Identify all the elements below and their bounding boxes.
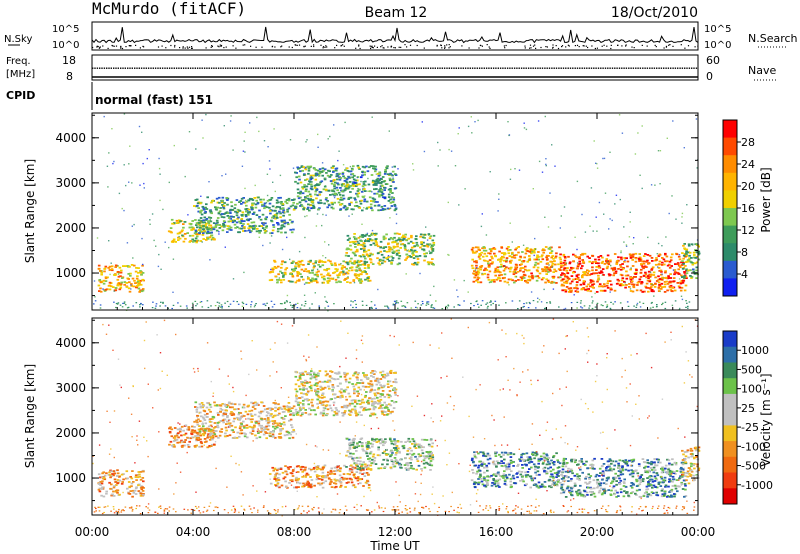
velocity-colorbar: 1000 500 100 25 -25 -100 -500 -1000 bbox=[722, 330, 773, 505]
nsearch-tick-low: 10^0 bbox=[704, 40, 731, 51]
velocity-heatmap bbox=[92, 318, 701, 517]
velocity-cbar-label: Velocity [m s⁻¹] bbox=[759, 373, 773, 466]
y-tick-label: 3000 bbox=[55, 176, 86, 190]
velocity-ylabel: Slant Range [km] bbox=[23, 364, 37, 468]
colorbar-tick-label: 8 bbox=[741, 246, 748, 259]
colorbar-tick-label: -100 bbox=[741, 440, 766, 453]
time-tick-label: 16:00 bbox=[479, 525, 514, 539]
power-panel: 1000 2000 3000 4000 Slant Range [km] 28 24 20… bbox=[23, 112, 773, 312]
nsky-label: N.Sky bbox=[4, 34, 32, 45]
nsearch-label: N.Search bbox=[748, 32, 798, 45]
time-tick-label: 20:00 bbox=[580, 525, 615, 539]
nsky-tick-high: 10^5 bbox=[52, 24, 79, 35]
colorbar-tick-label: 28 bbox=[741, 136, 755, 149]
time-tick-label: 00:00 bbox=[75, 525, 110, 539]
cpid-row: CPID normal (fast) 151 bbox=[6, 82, 213, 110]
nave-tick-0: 0 bbox=[706, 70, 713, 83]
velocity-y-axis: 1000 2000 3000 4000 bbox=[55, 319, 698, 502]
colorbar-tick-label: 100 bbox=[741, 383, 762, 396]
beam-title: Beam 12 bbox=[365, 5, 428, 21]
nave-label: Nave bbox=[748, 64, 776, 77]
power-colorbar: 28 24 20 16 12 8 4 bbox=[722, 119, 755, 297]
y-tick-label: 1000 bbox=[55, 471, 86, 485]
freq-tick-18: 18 bbox=[62, 54, 76, 67]
power-cbar-label: Power [dB] bbox=[759, 167, 773, 232]
freq-tick-8: 8 bbox=[66, 70, 73, 83]
cpid-label: CPID bbox=[6, 89, 35, 102]
time-tick-label: 04:00 bbox=[176, 525, 211, 539]
power-ylabel: Slant Range [km] bbox=[23, 159, 37, 263]
power-heatmap bbox=[93, 113, 701, 312]
cpid-mode: normal (fast) 151 bbox=[95, 93, 213, 107]
nsearch-tick-high: 10^5 bbox=[704, 24, 731, 35]
freq-label-1: Freq. bbox=[6, 56, 31, 67]
colorbar-tick-label: 500 bbox=[741, 363, 762, 376]
colorbar-tick-label: 24 bbox=[741, 158, 755, 171]
colorbar-tick-label: 12 bbox=[741, 224, 755, 237]
colorbar-tick-label: -25 bbox=[741, 421, 759, 434]
y-tick-label: 4000 bbox=[55, 336, 86, 350]
time-axis-title: Time UT bbox=[369, 539, 420, 553]
station-title: McMurdo (fitACF) bbox=[92, 0, 246, 18]
freq-label-2: [MHz] bbox=[6, 69, 35, 80]
nsky-strip: N.Sky N.Search 10^5 10^0 10^5 10^0 bbox=[4, 21, 798, 51]
time-tick-label: 12:00 bbox=[378, 525, 413, 539]
y-tick-label: 2000 bbox=[55, 221, 86, 235]
y-tick-label: 4000 bbox=[55, 131, 86, 145]
date-title: 18/Oct/2010 bbox=[611, 5, 698, 21]
power-y-axis: 1000 2000 3000 4000 bbox=[55, 114, 698, 297]
colorbar-tick-label: 25 bbox=[741, 402, 755, 415]
colorbar-tick-label: -500 bbox=[741, 460, 766, 473]
y-tick-label: 2000 bbox=[55, 426, 86, 440]
colorbar-tick-label: 1000 bbox=[741, 344, 769, 357]
time-tick-label: 08:00 bbox=[277, 525, 312, 539]
velocity-panel: 1000 2000 3000 4000 Slant Range [km] 1000 50… bbox=[23, 317, 773, 517]
y-tick-label: 1000 bbox=[55, 266, 86, 280]
freq-trace bbox=[92, 67, 698, 78]
colorbar-tick-label: 16 bbox=[741, 202, 755, 215]
nsky-tick-low: 10^0 bbox=[52, 40, 79, 51]
colorbar-tick-label: 4 bbox=[741, 268, 748, 281]
time-tick-label: 00:00 bbox=[681, 525, 716, 539]
nave-tick-60: 60 bbox=[706, 54, 720, 67]
time-axis: 00:00 04:00 08:00 12:00 16:00 20:00 00:00 bbox=[75, 113, 716, 539]
nsky-trace bbox=[91, 26, 699, 50]
colorbar-tick-label: 20 bbox=[741, 180, 755, 193]
freq-strip: Freq. [MHz] 18 8 60 0 Nave bbox=[6, 54, 776, 83]
y-tick-label: 3000 bbox=[55, 381, 86, 395]
colorbar-tick-label: -1000 bbox=[741, 479, 773, 492]
